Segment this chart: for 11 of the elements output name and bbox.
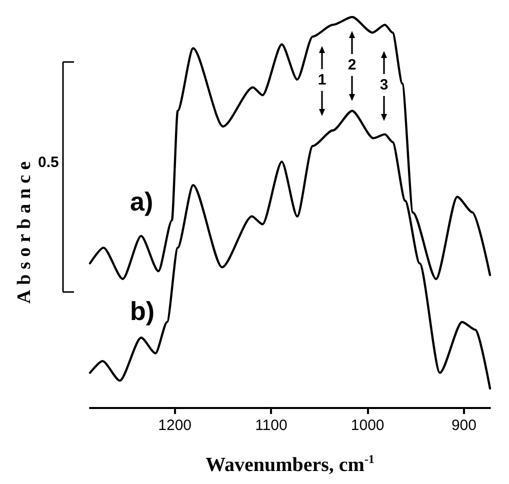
annotation: 2: [348, 56, 356, 74]
annotation: 3: [380, 76, 388, 94]
text: 0.5: [38, 154, 59, 171]
x-tick-label: 1200: [158, 417, 192, 434]
series-label: b): [130, 296, 155, 326]
x-tick-label: 1000: [350, 417, 384, 434]
series-label: a): [130, 186, 154, 216]
y-axis-title: Absorbance: [14, 156, 36, 304]
x-tick-label: 1100: [255, 417, 288, 434]
annotation: 1: [318, 72, 326, 88]
x-tick-label: 900: [451, 417, 476, 434]
